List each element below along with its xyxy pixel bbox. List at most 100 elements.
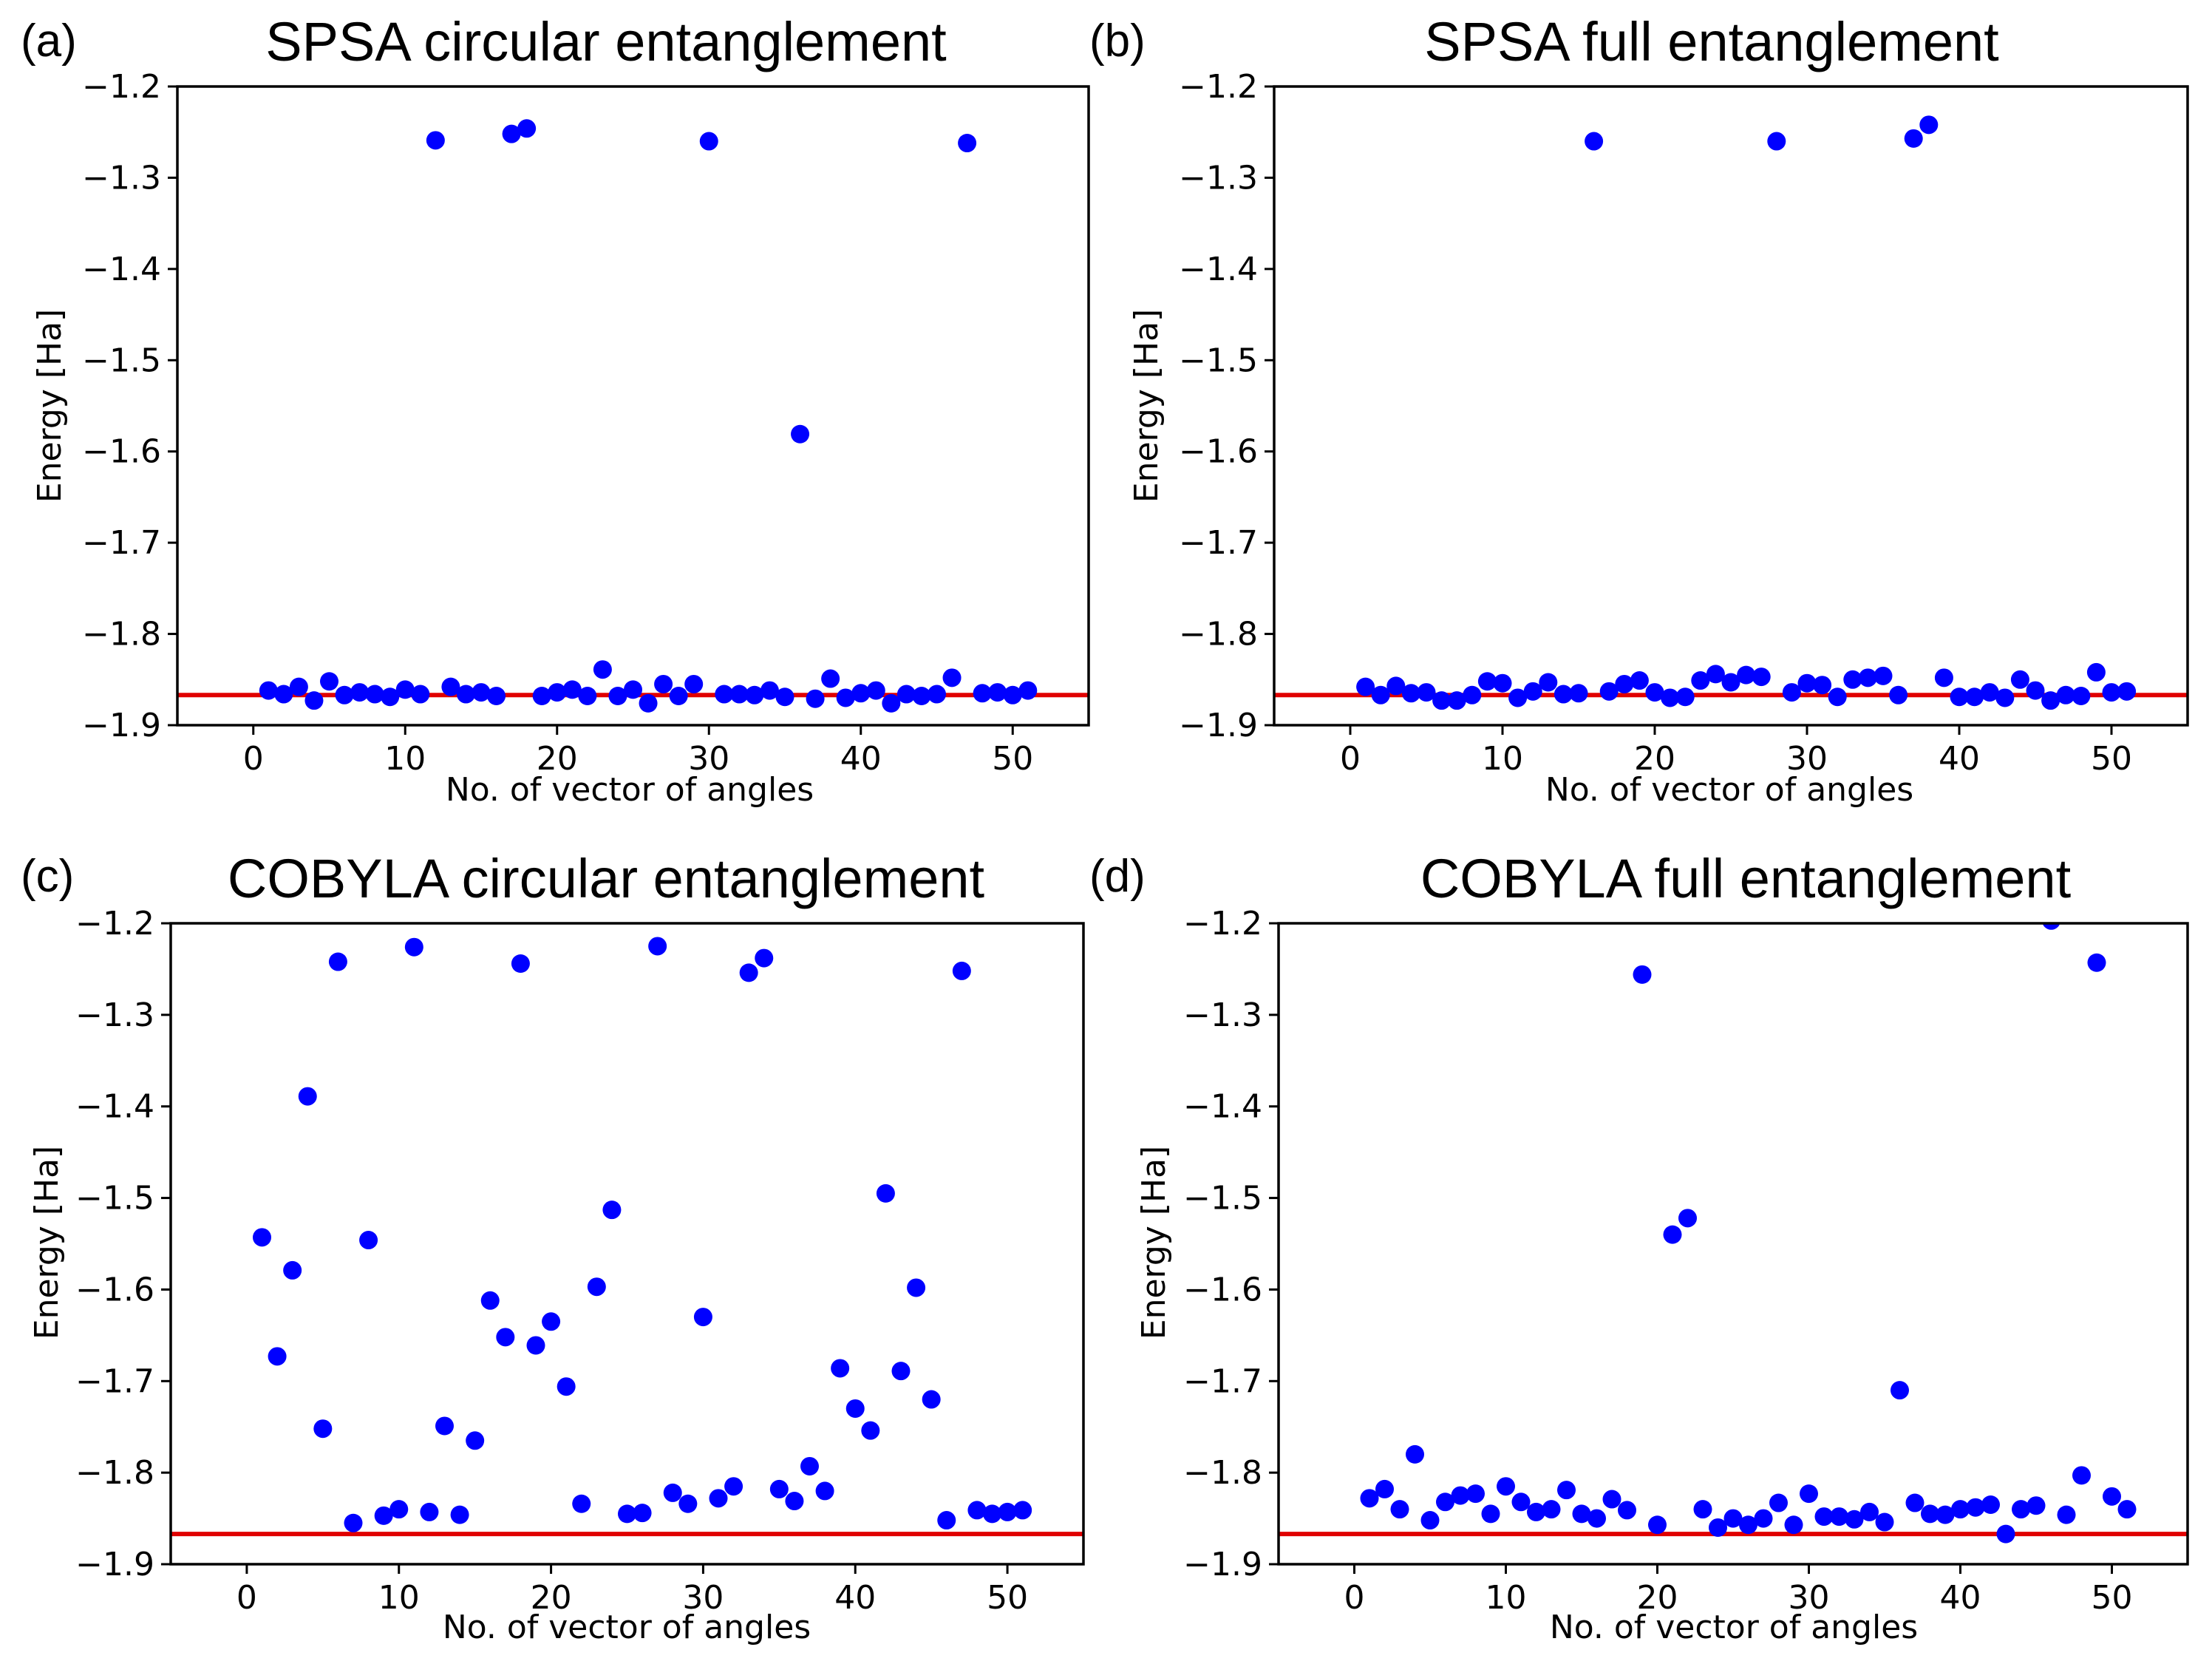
x-tick-label-b-50: 50 [2091,740,2132,778]
x-tick-label-c-50: 50 [987,1579,1028,1617]
data-point-d-41 [1966,1498,1985,1517]
x-tick-label-a-30: 30 [688,740,729,778]
data-point-a-4 [304,691,324,710]
data-point-b-22 [1675,687,1695,707]
data-point-c-20 [542,1312,561,1331]
data-point-c-11 [404,937,423,957]
panel-label-a: (a) [21,16,77,67]
data-point-c-44 [907,1278,926,1297]
data-point-d-36 [1891,1381,1909,1400]
data-point-c-38 [815,1481,834,1501]
y-tick-label-b-19: −1.9 [1179,707,1258,744]
y-tick-label-d-15: −1.5 [1183,1180,1262,1218]
data-point-a-2 [274,685,293,704]
y-tick-label-c-12: −1.2 [75,905,154,943]
x-tick-label-d-40: 40 [1940,1579,1981,1617]
data-point-d-24 [1709,1518,1727,1537]
data-point-d-10 [1497,1477,1515,1496]
data-point-a-11 [411,685,430,704]
data-point-d-5 [1420,1511,1440,1530]
data-point-b-48 [2072,687,2091,706]
data-point-a-14 [456,685,475,704]
data-point-b-37 [1904,129,1923,148]
data-point-c-31 [709,1489,728,1508]
data-point-a-24 [608,687,627,706]
y-tick-label-a-14: −1.4 [82,251,161,288]
data-point-d-46 [2042,923,2060,930]
data-point-b-21 [1661,688,1680,707]
data-point-a-37 [806,689,825,708]
y-tick-label-d-19: −1.9 [1183,1546,1262,1583]
data-point-c-21 [557,1377,576,1396]
y-tick-label-a-17: −1.7 [82,524,161,562]
y-tick-label-a-13: −1.3 [82,159,161,197]
data-point-c-1 [253,1228,271,1247]
data-point-c-51 [1013,1501,1032,1520]
data-point-d-4 [1406,1444,1424,1464]
x-tick-label-a-40: 40 [840,740,882,778]
data-point-c-23 [587,1277,606,1297]
data-area-b [1274,115,2188,710]
data-point-b-26 [1737,665,1756,685]
y-tick-label-b-13: −1.3 [1179,159,1258,197]
data-area-c [171,937,1083,1537]
data-point-b-49 [2086,662,2106,682]
chart-title-c: COBYLA circular entanglement [228,848,985,909]
data-point-b-3 [1386,676,1406,696]
y-tick-label-d-13: −1.3 [1183,996,1262,1034]
x-tick-label-b-20: 20 [1634,740,1675,778]
data-point-c-22 [572,1494,591,1513]
data-point-b-7 [1447,691,1466,710]
data-point-d-31 [1814,1507,1834,1527]
data-point-b-31 [1813,676,1832,695]
data-point-c-36 [785,1492,804,1511]
data-point-a-35 [775,687,794,707]
data-point-d-7 [1451,1486,1470,1505]
data-point-d-18 [1618,1501,1636,1520]
data-point-d-40 [1951,1500,1970,1519]
y-tick-label-b-18: −1.8 [1179,616,1258,653]
data-point-d-8 [1466,1484,1485,1504]
y-tick-label-d-16: −1.6 [1183,1271,1262,1308]
data-point-a-25 [624,680,642,699]
y-axis-label-a: Energy [Ha] [31,309,69,503]
data-point-b-23 [1691,671,1710,690]
data-point-d-16 [1587,1509,1606,1528]
data-point-c-13 [435,1416,454,1436]
data-point-a-30 [699,132,718,151]
data-point-a-1 [259,681,278,700]
data-point-a-32 [729,685,749,704]
data-point-a-34 [760,681,779,700]
panel-a: (a) SPSA circular entanglement No. of ve… [21,11,1090,809]
y-tick-label-c-15: −1.5 [75,1180,154,1218]
y-tick-label-d-12: −1.2 [1183,905,1262,943]
data-point-c-6 [328,952,347,971]
data-point-c-34 [755,948,774,968]
data-point-b-32 [1828,687,1847,707]
data-point-a-28 [669,687,688,706]
x-axis-label-a: No. of vector of angles [446,771,814,809]
data-point-d-12 [1527,1502,1545,1521]
y-tick-label-a-19: −1.9 [82,707,161,744]
data-area-a [177,119,1089,713]
axes-frame-c [169,922,1085,1566]
data-point-a-15 [472,683,491,702]
data-point-c-45 [922,1390,941,1409]
data-point-a-29 [684,674,704,693]
data-point-a-26 [639,693,658,713]
x-tick-label-b-40: 40 [1939,740,1980,778]
data-point-d-34 [1860,1502,1879,1521]
data-point-a-5 [320,672,338,691]
x-tick-label-a-0: 0 [243,740,264,778]
y-tick-label-d-18: −1.8 [1183,1454,1262,1492]
data-point-d-30 [1800,1484,1818,1504]
data-point-b-30 [1797,673,1817,693]
data-point-b-9 [1477,672,1497,691]
panel-d: (d) COBYLA full entanglement No. of vect… [1089,848,2189,1646]
data-point-a-36 [791,424,810,444]
data-point-d-42 [1981,1495,2000,1514]
data-point-d-38 [1921,1504,1939,1524]
y-tick-label-a-12: −1.2 [82,68,161,106]
data-point-a-31 [715,685,734,704]
data-point-a-46 [942,668,962,687]
